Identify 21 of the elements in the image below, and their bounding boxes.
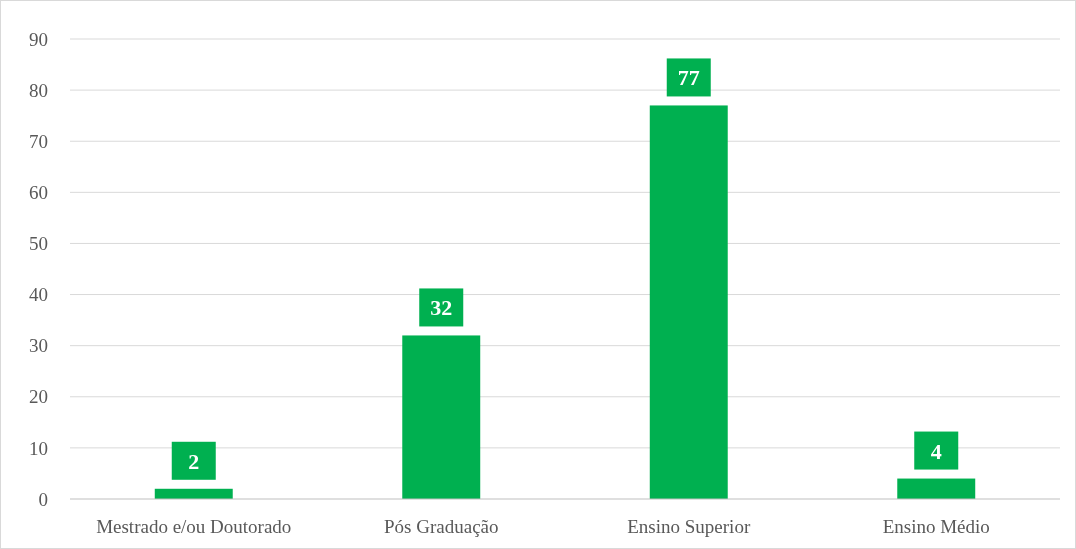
- x-tick-label: Pós Graduação: [384, 516, 499, 537]
- y-tick-label: 30: [29, 335, 48, 357]
- y-tick-label: 40: [29, 284, 48, 306]
- y-tick-label: 90: [29, 28, 48, 50]
- y-tick-label: 20: [29, 386, 48, 408]
- y-tick-label: 70: [29, 130, 48, 152]
- bar: [402, 335, 481, 499]
- bar: [649, 105, 728, 499]
- y-tick-label: 10: [29, 437, 48, 459]
- data-label: 77: [677, 65, 700, 91]
- y-tick-label: 60: [29, 181, 48, 203]
- data-label: 32: [430, 295, 453, 321]
- data-label: 4: [930, 438, 942, 464]
- x-tick-label: Ensino Médio: [882, 516, 990, 537]
- bar: [897, 478, 976, 499]
- x-tick-label: Mestrado e/ou Doutorado: [96, 516, 292, 537]
- data-label: 2: [188, 448, 200, 474]
- x-tick-label: Ensino Superior: [627, 516, 751, 537]
- y-tick-label: 80: [29, 79, 48, 101]
- y-tick-label: 50: [29, 233, 48, 255]
- y-tick-label: 0: [38, 488, 48, 510]
